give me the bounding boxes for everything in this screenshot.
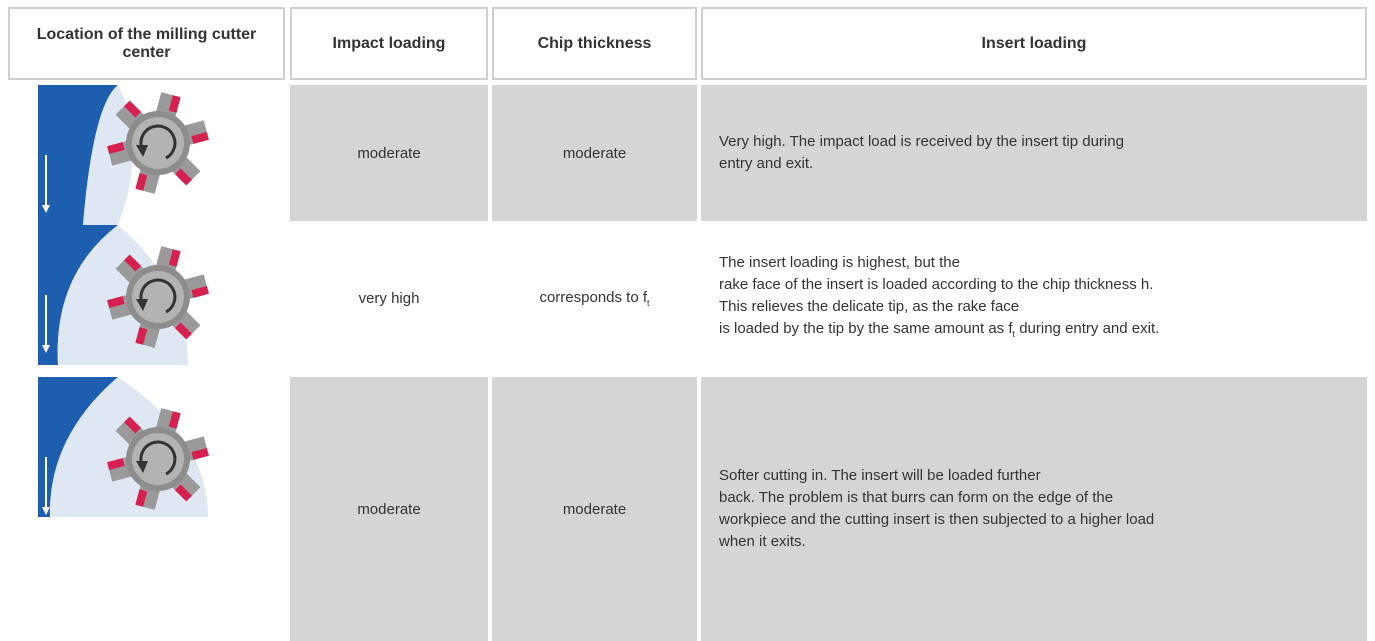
illustration-cell — [8, 377, 285, 641]
insert-cell: Very high. The impact load is received b… — [701, 85, 1367, 221]
insert-text: when it exits. — [719, 533, 806, 550]
insert-text: Softer cutting in. The insert will be lo… — [719, 467, 1041, 484]
illustration-cell — [8, 225, 285, 372]
header-text: Impact loading — [332, 34, 446, 52]
impact-text: moderate — [357, 144, 421, 162]
insert-line: workpiece and the cutting insert is then… — [719, 509, 1154, 531]
illustration-cell — [8, 85, 285, 225]
insert-text: is loaded by the tip by the same amount … — [719, 320, 1013, 337]
milling-illustration — [38, 377, 209, 517]
impact-text: moderate — [357, 500, 421, 518]
header-text: Location of the milling cutter center — [36, 25, 257, 61]
chip-text-wrap: moderate — [563, 145, 626, 162]
header-cell: Impact loading — [290, 7, 488, 80]
insert-text: during entry and exit. — [1015, 320, 1160, 337]
insert-text: This relieves the delicate tip, as the r… — [719, 298, 1020, 315]
chip-text-wrap: corresponds to ft — [539, 289, 649, 308]
chip-text: moderate — [562, 500, 627, 518]
insert-text: entry and exit. — [719, 155, 814, 172]
insert-text: back. The problem is that burrs can form… — [719, 489, 1114, 506]
insert-line: The insert loading is highest, but the — [719, 252, 1159, 274]
impact-cell: very high — [290, 225, 488, 372]
header-text: Insert loading — [981, 34, 1087, 52]
insert-text: workpiece and the cutting insert is then… — [719, 511, 1155, 528]
insert-line: back. The problem is that burrs can form… — [719, 487, 1154, 509]
milling-illustration — [38, 225, 209, 365]
chip-text: moderate — [562, 144, 627, 162]
milling-illustration — [38, 85, 209, 225]
header-cell: Location of the milling cutter center — [8, 7, 285, 80]
insert-cell: The insert loading is highest, but the ra… — [701, 225, 1367, 372]
insert-line: entry and exit. — [719, 153, 1124, 175]
insert-line: when it exits. — [719, 531, 1154, 553]
chip-text-subscript: t — [647, 298, 650, 308]
header-cell: Insert loading — [701, 7, 1367, 80]
insert-text: rake face of the insert is loaded accord… — [719, 276, 1154, 293]
insert-text-block: The insert loading is highest, but the ra… — [719, 252, 1159, 345]
chip-text-wrap: moderate — [563, 501, 626, 518]
impact-cell: moderate — [290, 377, 488, 641]
chip-cell: corresponds to ft — [492, 225, 697, 372]
chip-cell: moderate — [492, 85, 697, 221]
chip-text: corresponds to f — [539, 289, 648, 306]
header-cell: Chip thickness — [492, 7, 697, 80]
insert-line: Very high. The impact load is received b… — [719, 131, 1124, 153]
insert-text: The insert loading is highest, but the — [719, 254, 960, 271]
insert-cell: Softer cutting in. The insert will be lo… — [701, 377, 1367, 641]
insert-text-block: Softer cutting in. The insert will be lo… — [719, 465, 1154, 553]
impact-cell: moderate — [290, 85, 488, 221]
insert-text-subscript: t — [1012, 329, 1016, 339]
chip-cell: moderate — [492, 377, 697, 641]
insert-line: rake face of the insert is loaded accord… — [719, 274, 1159, 296]
insert-line: Softer cutting in. The insert will be lo… — [719, 465, 1154, 487]
insert-line: This relieves the delicate tip, as the r… — [719, 296, 1159, 318]
insert-text: Very high. The impact load is received b… — [719, 133, 1124, 150]
header-text: Chip thickness — [537, 34, 652, 52]
insert-text-block: Very high. The impact load is received b… — [719, 131, 1124, 175]
insert-line: is loaded by the tip by the same amount … — [719, 318, 1159, 345]
impact-text: very high — [358, 290, 420, 307]
